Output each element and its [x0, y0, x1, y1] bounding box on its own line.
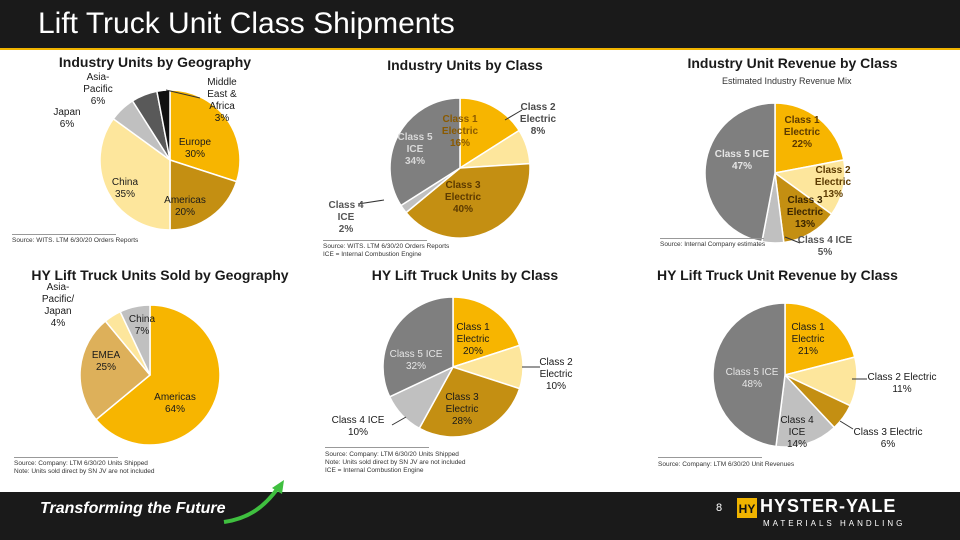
data-label-china: China 7% — [129, 314, 156, 337]
leader-line — [165, 89, 201, 99]
data-label-asia-pacific: Asia-Pacific 6% — [83, 72, 112, 107]
brand-subtitle: MATERIALS HANDLING — [763, 519, 906, 528]
footer-bar — [0, 492, 960, 540]
data-label-class-5-ice: Class 5 ICE 47% — [715, 149, 770, 172]
chart-title-industry-revenue: Industry Unit Revenue by Class — [687, 55, 898, 71]
source-rule — [658, 457, 762, 458]
source-note-line-2: Note: Units sold direct by SN JV are not… — [14, 468, 155, 475]
data-label-class-4-ice: Class 4 ICE 10% — [332, 415, 385, 438]
page-number: 8 — [716, 502, 723, 514]
data-label-class-1-electric: Class 1 Electric 21% — [791, 322, 825, 357]
data-label-class-4-ice: Class 4 ICE 2% — [328, 200, 363, 235]
data-label-class-2-electric: Class 2 Electric 11% — [868, 372, 937, 395]
source-note: Source: WITS. LTM 6/30/20 Orders Reports — [12, 237, 139, 244]
data-label-class-1-electric: Class 1 Electric 22% — [784, 115, 821, 150]
data-label-class-1-electric: Class 1 Electric 20% — [456, 322, 490, 357]
source-note: Source: Internal Company estimates — [660, 241, 766, 248]
svg-text:HY: HY — [739, 502, 756, 516]
source-rule — [14, 457, 118, 458]
title-underline — [0, 48, 960, 50]
pie-slice-class-3-electric — [774, 171, 833, 244]
data-label-asia-pacific-japan: Asia-Pacific/Japan 4% — [42, 282, 74, 329]
chart-subtitle: Estimated Industry Revenue Mix — [722, 76, 852, 86]
pie-slice-class-3-electric — [418, 366, 521, 438]
pie-industry-class: Class 1 Electric 16% Class 2 Electric 8% Class… — [328, 97, 557, 239]
pie-industry-revenue: Class 1 Electric 22%Class 2 Electric 13%Clas… — [704, 102, 853, 258]
data-label-emea: EMEA 25% — [92, 350, 121, 373]
source-note-line-1: Source: Company: LTM 6/30/20 Units Shipp… — [14, 460, 148, 467]
data-label-americas: Americas 20% — [164, 195, 206, 218]
leader-line — [839, 420, 854, 430]
data-label-class-4-ice: Class 4 ICE 5% — [798, 235, 853, 258]
leader-line — [504, 109, 523, 121]
pie-slice-class-3-electric — [405, 162, 531, 239]
data-label-class-5-ice: Class 5 ICE 34% — [397, 132, 432, 167]
data-label-class-4-ice: Class 4 ICE 14% — [780, 415, 814, 450]
source-rule — [660, 238, 764, 239]
chart-title-industry-class: Industry Units by Class — [387, 57, 543, 73]
leader-line — [391, 416, 407, 426]
chart-title-hy-revenue: HY Lift Truck Unit Revenue by Class — [657, 267, 898, 283]
pie-slice-class-5-ice — [382, 296, 454, 398]
leader-line — [784, 236, 801, 244]
tagline: Transforming the Future — [40, 500, 226, 517]
source-rule — [323, 240, 427, 241]
pie-hy-class: Class 1 Electric 20% Class 2 Electric 10% Clas… — [332, 296, 573, 438]
data-label-class-2-electric: Class 2 Electric 8% — [520, 102, 557, 137]
hy-logo-icon: HY — [737, 498, 757, 518]
data-label-china: China 35% — [112, 177, 139, 200]
pie-slice-emea — [79, 320, 152, 421]
pie-slice-class-4-ice — [775, 373, 836, 448]
source-note-line-2: ICE = Internal Combustion Engine — [323, 251, 422, 258]
source-note-line-2: Note: Units sold direct by SN JV are not… — [325, 459, 466, 466]
pie-slice-class-2-electric — [773, 159, 846, 216]
pie-slice-class-1-electric — [774, 102, 845, 174]
source-rule — [12, 234, 116, 235]
data-label-class-2-electric: Class 2 Electric 10% — [539, 357, 573, 392]
title-bar — [0, 0, 960, 48]
data-label-class-5-ice: Class 5 ICE 32% — [390, 349, 443, 372]
pie-industry-geography: Europe 30% Americas 20% China 35% Japan 6%Asia-… — [53, 72, 241, 231]
data-label-japan: Japan 6% — [53, 107, 80, 130]
data-label-class-3-electric: Class 3 Electric 40% — [445, 180, 482, 215]
source-note-line-3: ICE = Internal Combustion Engine — [325, 467, 424, 474]
pie-hy-geography: Americas 64% EMEA 25% Asia-Pacific/Japan 4% Ch… — [42, 282, 221, 446]
data-label-americas: Americas 64% — [154, 392, 196, 415]
data-label-class-1-electric: Class 1 Electric 16% — [442, 114, 479, 149]
pie-slice-class-1-electric — [452, 296, 521, 369]
pie-slice-class-5-ice — [389, 97, 461, 207]
data-label-class-3-electric: Class 3 Electric 13% — [787, 195, 824, 230]
pie-slice-class-5-ice — [712, 302, 786, 448]
pie-slice-middle-east-africa — [156, 89, 171, 161]
data-label-class-3-electric: Class 3 Electric 28% — [445, 392, 479, 427]
pie-slice-class-1-electric — [784, 302, 856, 376]
chart-title-industry-geography: Industry Units by Geography — [58, 54, 252, 70]
pie-slice-china — [119, 304, 151, 376]
source-rule — [325, 447, 429, 448]
pie-slice-europe — [169, 89, 241, 183]
data-label-middle-east-africa: Middle East & Africa 3% — [207, 77, 237, 124]
pie-slice-class-1-electric — [459, 97, 521, 170]
pie-slice-class-5-ice — [704, 102, 776, 243]
pie-hy-revenue: Class 1 Electric 21% Class 2 Electric 11% Cla… — [712, 302, 936, 450]
data-label-europe: Europe 30% — [179, 137, 212, 160]
leader-line — [357, 199, 385, 205]
data-label-class-2-electric: Class 2 Electric 13% — [815, 165, 852, 200]
pie-slice-americas — [169, 158, 238, 231]
arrow-swoosh-icon — [223, 480, 284, 524]
source-note-line-1: Source: WITS. LTM 6/30/20 Orders Reports — [323, 243, 450, 250]
brand-name: HYSTER-YALE — [760, 496, 897, 516]
pie-slice-americas — [95, 304, 221, 446]
data-label-class-5-ice: Class 5 ICE 48% — [726, 367, 779, 390]
source-note-line-1: Source: Company: LTM 6/30/20 Units Shipp… — [325, 451, 459, 458]
chart-title-hy-class: HY Lift Truck Units by Class — [371, 267, 559, 283]
page-title: Lift Truck Unit Class Shipments — [38, 7, 455, 40]
chart-title-hy-geography: HY Lift Truck Units Sold by Geography — [31, 267, 289, 283]
pie-slice-china — [99, 117, 171, 231]
source-note: Source: Company: LTM 6/30/20 Unit Revenu… — [658, 461, 795, 468]
data-label-class-3-electric: Class 3 Electric 6% — [854, 427, 923, 450]
